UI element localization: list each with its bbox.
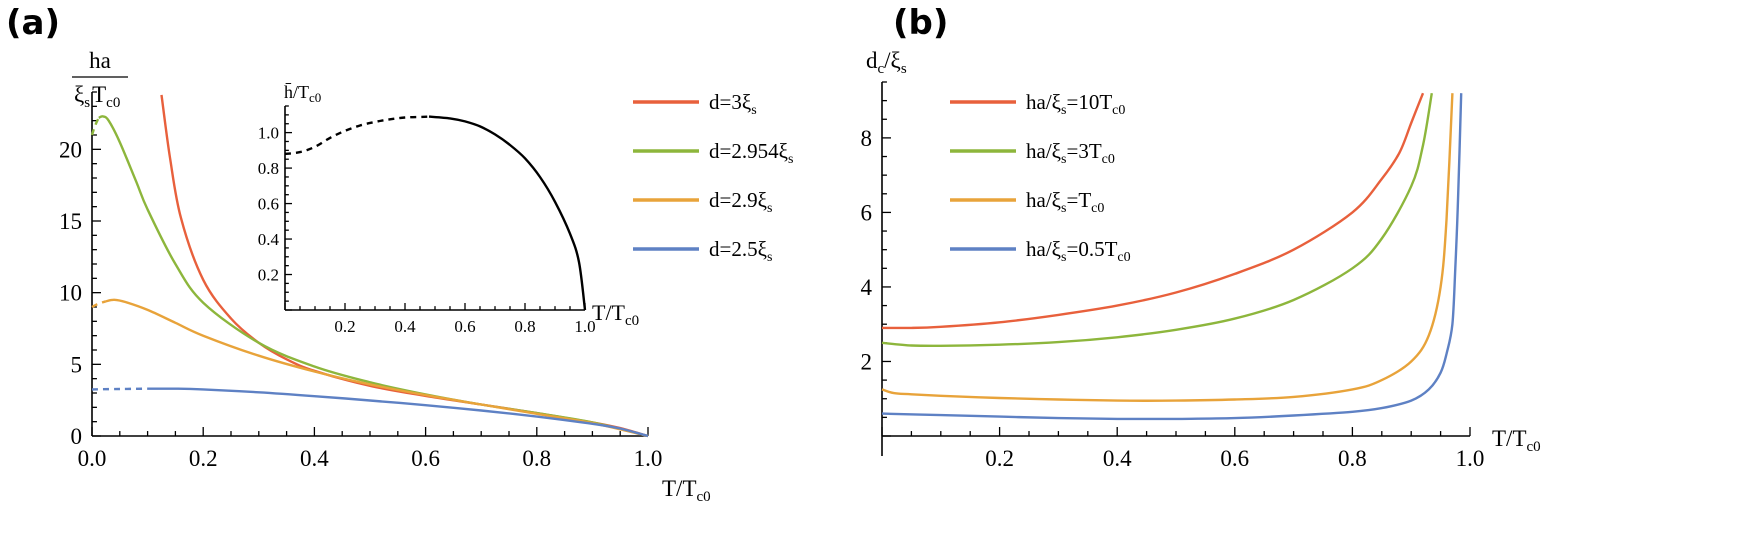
chart-b-ylabel: dc/ξs — [866, 48, 907, 77]
chart-a-x-tick-label: 0.4 — [300, 446, 329, 471]
chart-a-legend-label: d=2.9ξs — [709, 188, 772, 216]
inset-x-tick-label: 0.8 — [514, 317, 535, 336]
panel-a-label: (a) — [6, 3, 60, 43]
chart-a-y-tick-label: 5 — [71, 352, 83, 377]
inset-x-tick-label: 1.0 — [574, 317, 595, 336]
inset-axes: 0.2 0.4 0.6 0.8 1.0 0.2 0.4 0.6 0.8 1.0 — [258, 105, 596, 336]
chart-b-xlabel: T/Tc0 — [1492, 426, 1541, 455]
chart-a-ylabel-num: ha — [89, 48, 111, 73]
chart-a-x-tick-label: 0.6 — [411, 446, 440, 471]
panel-b-label: (b) — [893, 3, 948, 43]
chart-a-y-tick-label: 10 — [59, 281, 82, 306]
inset-x-tick-label: 0.2 — [334, 317, 355, 336]
chart-a-x-tick-label: 0.2 — [189, 446, 218, 471]
chart-b-legend-label: ha/ξs=10Tc0 — [1026, 90, 1125, 118]
chart-a-y-tick-label: 20 — [59, 137, 82, 162]
chart-a-xlabel: T/Tc0 — [662, 476, 711, 505]
chart-b-x-tick-label: 0.8 — [1338, 446, 1367, 471]
chart-b-series-2 — [881, 93, 1454, 402]
chart-a-y-tick-label: 15 — [59, 209, 82, 234]
chart-a-series-0 — [160, 94, 649, 438]
inset-y-tick-label: 1.0 — [258, 124, 279, 143]
chart-b-legend-label: ha/ξs=0.5Tc0 — [1026, 237, 1131, 265]
inset-y-tick-label: 0.8 — [258, 159, 279, 178]
inset-ylabel: h̄/Tc0 — [284, 82, 321, 105]
inset-x-tick-label: 0.4 — [394, 317, 416, 336]
chart-b-legend-label: ha/ξs=3Tc0 — [1026, 139, 1115, 167]
chart-b-series — [881, 92, 1463, 421]
chart-b-series-3 — [881, 93, 1463, 421]
chart-a-series-3 — [147, 387, 649, 438]
inset-x-tick-label: 0.6 — [454, 317, 475, 336]
chart-b: dc/ξs 0.2 0.4 0.6 0.8 1.0 2 4 6 8 T/Tc0 ha/ξs=10… — [861, 48, 1541, 471]
chart-a-x-tick-label: 0.0 — [78, 446, 107, 471]
chart-a-x-tick-label: 1.0 — [634, 446, 663, 471]
chart-a-ylabel-den: ξsTc0 — [74, 82, 120, 111]
inset-y-tick-label: 0.2 — [258, 266, 279, 285]
chart-a-series-2 — [105, 298, 649, 438]
chart-a-legend-label: d=3ξs — [709, 90, 757, 118]
chart-b-x-tick-label: 0.6 — [1220, 446, 1249, 471]
inset-series-1 — [428, 115, 587, 311]
chart-b-x-tick-label: 1.0 — [1456, 446, 1485, 471]
chart-a-series-2-dashed — [91, 300, 107, 309]
chart-a-series — [90, 94, 649, 438]
chart-b-legend-label: ha/ξs=Tc0 — [1026, 188, 1104, 216]
inset-series-0 — [284, 115, 430, 156]
chart-a-legend-label: d=2.954ξs — [709, 139, 793, 167]
chart-b-y-tick-label: 2 — [861, 349, 873, 374]
chart-b-series-0 — [881, 92, 1425, 330]
chart-b-y-tick-label: 4 — [861, 275, 873, 300]
inset-series — [284, 115, 587, 311]
inset-y-tick-label: 0.4 — [258, 230, 280, 249]
inset-y-tick-label: 0.6 — [258, 195, 279, 214]
chart-b-legend: ha/ξs=10Tc0 ha/ξs=3Tc0 ha/ξs=Tc0 ha/ξs=0.5T… — [950, 90, 1131, 265]
inset-xlabel: T/Tc0 — [592, 300, 639, 329]
chart-a-legend-label: d=2.5ξs — [709, 237, 772, 265]
chart-a-series-3-dashed — [91, 387, 148, 391]
chart-b-x-tick-label: 0.4 — [1103, 446, 1132, 471]
chart-a: ha ξsTc0 0.0 0.2 0.4 0.6 0.8 1.0 0 5 10 15 20 T/Tc… — [59, 48, 793, 505]
chart-b-x-tick-label: 0.2 — [985, 446, 1014, 471]
chart-b-series-1 — [881, 92, 1433, 348]
chart-a-series-1-dashed — [90, 117, 100, 136]
chart-a-x-tick-label: 0.8 — [522, 446, 551, 471]
chart-b-y-tick-label: 8 — [861, 126, 873, 151]
chart-a-axes: 0.0 0.2 0.4 0.6 0.8 1.0 0 5 10 15 20 — [59, 91, 663, 471]
chart-b-axes: 0.2 0.4 0.6 0.8 1.0 2 4 6 8 — [861, 81, 1485, 471]
chart-b-y-tick-label: 6 — [861, 200, 873, 225]
chart-a-legend: d=3ξs d=2.954ξs d=2.9ξs d=2.5ξs — [633, 90, 793, 265]
chart-a-y-tick-label: 0 — [71, 424, 83, 449]
